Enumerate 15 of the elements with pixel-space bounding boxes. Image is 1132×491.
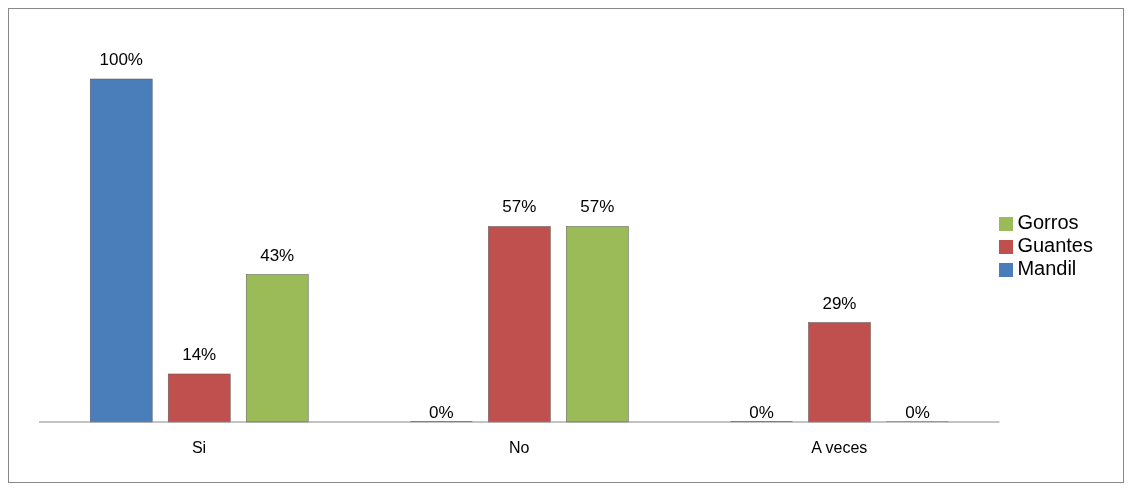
x-tick-label: Si (191, 439, 207, 457)
legend-label: Gorros (1017, 211, 1079, 233)
legend-label: Mandil (1017, 257, 1077, 279)
legend-label: Guantes (1017, 234, 1093, 256)
data-label: 100% (99, 50, 143, 69)
data-label: 57% (502, 197, 537, 217)
x-tick-label: No (508, 439, 530, 457)
data-label: 14% (182, 344, 217, 364)
x-tick-label: A veces (811, 439, 868, 457)
data-label: 29% (822, 293, 857, 313)
data-label: 0% (749, 403, 774, 422)
data-label: 0% (905, 403, 930, 422)
data-label: 43% (260, 245, 295, 265)
data-label: 0% (429, 403, 454, 422)
data-label: 57% (580, 197, 615, 217)
